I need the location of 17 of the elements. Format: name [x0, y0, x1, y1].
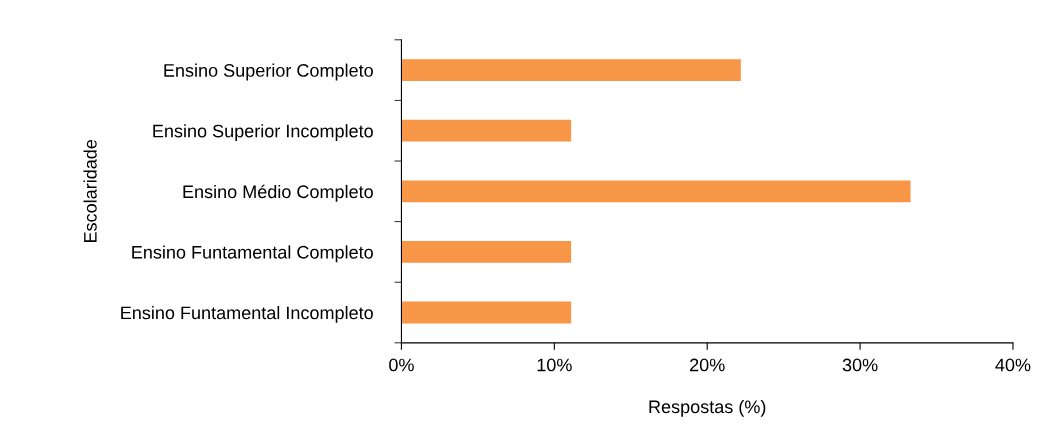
y-tick-label: Ensino Superior Completo	[164, 63, 373, 81]
y-axis-title: Escolaridade	[83, 139, 97, 243]
x-tick-label: 30%	[842, 358, 878, 372]
bar	[401, 119, 572, 142]
bar	[401, 241, 572, 263]
bar	[401, 180, 911, 203]
y-tick-label: Ensino Superior Incompleto	[153, 124, 373, 141]
x-tick-label: 40%	[995, 358, 1031, 372]
bar	[401, 59, 741, 82]
x-axis-title: Respostas (%)	[649, 399, 766, 417]
x-tick-label: 20%	[690, 358, 725, 372]
bar	[401, 301, 572, 324]
x-tick-label: 10%	[537, 358, 572, 372]
y-tick-label: Ensino Médio Completo	[183, 184, 373, 202]
y-tick-label: Ensino Funtamental Incompleto	[121, 305, 373, 323]
y-tick-label: Ensino Funtamental Completo	[132, 245, 373, 263]
x-tick-label: 0%	[389, 358, 414, 372]
